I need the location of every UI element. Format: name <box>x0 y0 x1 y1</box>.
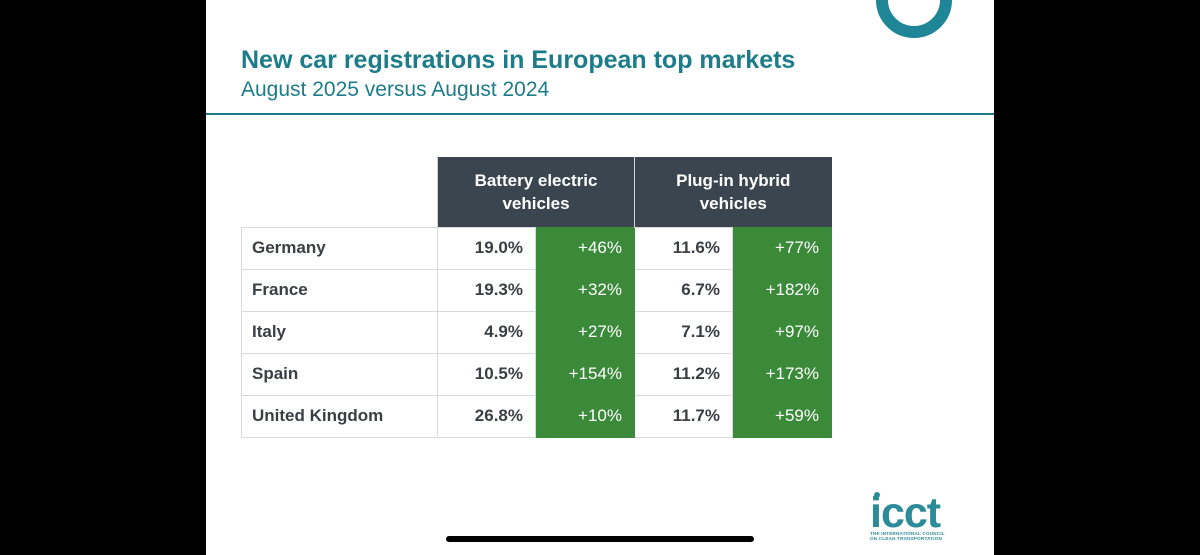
phev-share-cell: 6.7% <box>634 268 733 312</box>
icct-logo: icct THE INTERNATIONAL COUNCIL ON CLEAN … <box>870 492 970 542</box>
logo-word: icct <box>870 489 941 537</box>
phev-change-cell: +97% <box>732 310 832 354</box>
table-row: Germany 19.0% +46% 11.6% +77% <box>241 226 832 270</box>
country-cell: Germany <box>241 226 438 270</box>
bev-change-cell: +27% <box>535 310 635 354</box>
country-cell: Spain <box>241 352 438 396</box>
table-body: Germany 19.0% +46% 11.6% +77% France 19.3% +32%… <box>241 226 832 438</box>
country-cell: France <box>241 268 438 312</box>
home-indicator[interactable] <box>446 536 754 542</box>
phev-change-cell: +173% <box>732 352 832 396</box>
bev-share-cell: 10.5% <box>437 352 536 396</box>
logo-line-2: ON CLEAN TRANSPORTATION <box>870 536 943 541</box>
phev-share-cell: 11.6% <box>634 226 733 270</box>
registrations-table: Battery electric vehicles Plug-in hybrid… <box>241 157 832 438</box>
phev-change-cell: +59% <box>732 394 832 438</box>
bev-change-cell: +46% <box>535 226 635 270</box>
header-phev: Plug-in hybrid vehicles <box>634 157 832 227</box>
ring-logo-icon <box>876 0 952 38</box>
bev-share-cell: 19.0% <box>437 226 536 270</box>
logo-line-1: THE INTERNATIONAL COUNCIL <box>870 531 945 536</box>
phev-share-cell: 11.2% <box>634 352 733 396</box>
bev-change-cell: +10% <box>535 394 635 438</box>
chart-title: New car registrations in European top ma… <box>241 46 796 74</box>
phev-share-cell: 11.7% <box>634 394 733 438</box>
header-bev: Battery electric vehicles <box>437 157 635 227</box>
header-row: Battery electric vehicles Plug-in hybrid… <box>241 157 832 227</box>
table-row: United Kingdom 26.8% +10% 11.7% +59% <box>241 394 832 438</box>
bev-share-cell: 19.3% <box>437 268 536 312</box>
bev-change-cell: +32% <box>535 268 635 312</box>
bev-change-cell: +154% <box>535 352 635 396</box>
header-corner <box>241 157 438 227</box>
phev-change-cell: +77% <box>732 226 832 270</box>
table-row: Italy 4.9% +27% 7.1% +97% <box>241 310 832 354</box>
table-row: France 19.3% +32% 6.7% +182% <box>241 268 832 312</box>
phev-share-cell: 7.1% <box>634 310 733 354</box>
country-cell: United Kingdom <box>241 394 438 438</box>
divider <box>206 113 994 115</box>
bev-share-cell: 4.9% <box>437 310 536 354</box>
phev-change-cell: +182% <box>732 268 832 312</box>
chart-subtitle: August 2025 versus August 2024 <box>241 78 550 101</box>
bev-share-cell: 26.8% <box>437 394 536 438</box>
slide: New car registrations in European top ma… <box>206 0 994 555</box>
table-row: Spain 10.5% +154% 11.2% +173% <box>241 352 832 396</box>
country-cell: Italy <box>241 310 438 354</box>
logo-dot-icon <box>874 492 880 498</box>
